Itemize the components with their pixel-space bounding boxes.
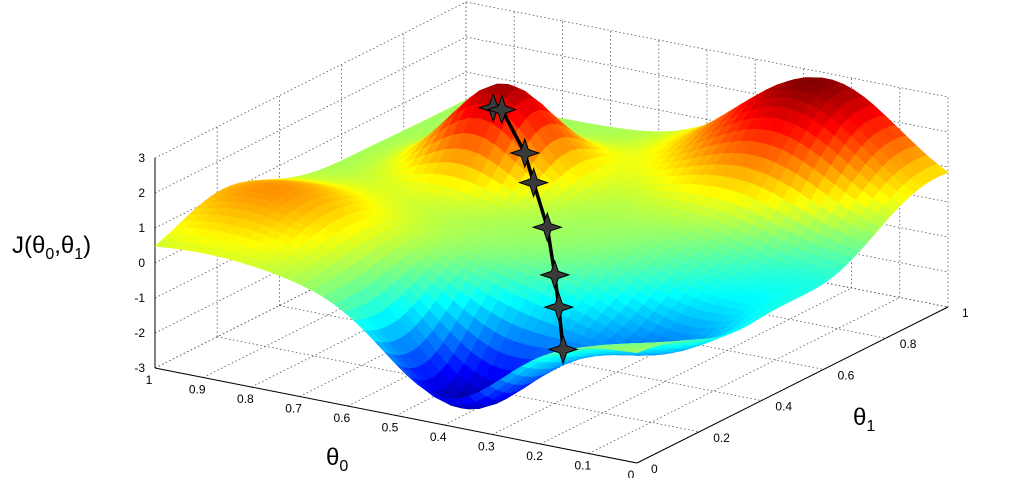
wall-grid-line <box>465 176 949 273</box>
descent-path-marker <box>486 94 518 126</box>
z-tick-label: 0 <box>138 256 145 270</box>
x-tick-label: 0.3 <box>478 440 495 454</box>
descent-path-marker <box>518 167 550 199</box>
surface-patch <box>626 348 644 354</box>
y-tick-label: 0.6 <box>838 368 855 382</box>
z-axis-label: J(θ0,θ1) <box>12 232 91 263</box>
floor-grid-line <box>403 242 886 339</box>
floor-grid-line <box>341 274 824 370</box>
y-tick-label: 0 <box>651 462 658 476</box>
y-tick-label: 0.8 <box>900 337 917 351</box>
y-tick-label: 0.2 <box>713 431 730 445</box>
floor-grid-line <box>217 336 700 433</box>
z-tick-label: 3 <box>138 151 145 165</box>
x-tick-label: 0.5 <box>382 421 399 435</box>
y-axis-label: θ1 <box>853 404 875 435</box>
descent-path-marker <box>539 259 571 291</box>
descent-path <box>477 92 579 365</box>
z-tick-label: 1 <box>138 221 145 235</box>
y-axis-line <box>636 306 949 464</box>
y-tick-label: 0.4 <box>775 400 792 414</box>
z-tick-label: -1 <box>134 291 145 305</box>
x-axis-line <box>154 367 638 464</box>
x-tick-label: 1 <box>146 373 153 387</box>
x-axis-label: θ0 <box>326 444 348 475</box>
x-tick-label: 0.7 <box>285 402 302 416</box>
tick-labels: 1 0.9 0.8 0.7 0.6 0.5 0.4 0.3 0.2 0.1 0 0 0.2 0.4 0.6 0… <box>134 151 969 478</box>
surface-mesh <box>154 77 949 410</box>
floor-grid-line <box>279 305 762 401</box>
x-tick-label: 0.4 <box>430 430 447 444</box>
x-tick-label: 0.9 <box>189 383 206 397</box>
z-tick-label: -3 <box>134 361 145 375</box>
y-tick-label: 1 <box>962 306 969 320</box>
x-tick-label: 0.2 <box>526 449 543 463</box>
descent-path-marker <box>543 291 575 323</box>
x-tick-label: 0 <box>628 468 635 478</box>
x-tick-label: 0.8 <box>237 392 254 406</box>
descent-path-marker <box>547 333 579 365</box>
x-tick-label: 0.1 <box>574 459 591 473</box>
x-tick-label: 0.6 <box>333 411 350 425</box>
axes-frame <box>154 158 949 464</box>
descent-path-marker <box>531 211 563 243</box>
z-tick-label: 2 <box>138 186 145 200</box>
descent-path-marker <box>509 137 541 169</box>
wall-grid-line <box>465 1 949 98</box>
z-tick-label: -2 <box>134 326 145 340</box>
wall-grid-line <box>465 211 949 308</box>
